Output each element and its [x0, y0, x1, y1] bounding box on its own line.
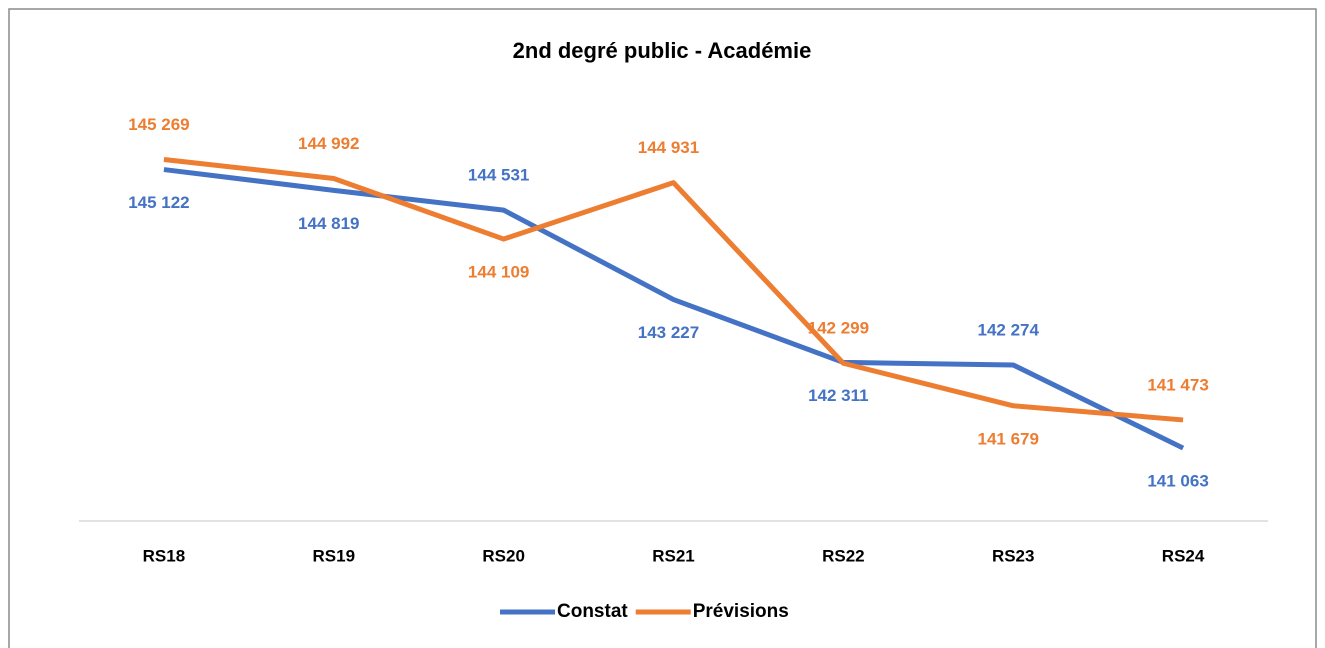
x-tick-label: RS24: [1162, 546, 1205, 565]
x-tick-label: RS20: [482, 546, 525, 565]
series-line: [163, 156, 1184, 423]
legend-label: Prévisions: [693, 601, 789, 622]
data-label: 143 227: [638, 323, 699, 342]
data-label: 144 931: [638, 138, 699, 157]
data-label: 145 122: [128, 193, 189, 212]
x-tick-label: RS18: [143, 546, 186, 565]
data-label: 144 531: [468, 166, 529, 185]
x-tick-label: RS21: [652, 546, 695, 565]
data-label: 144 819: [298, 214, 359, 233]
data-label: 141 679: [977, 429, 1038, 448]
data-label: 141 473: [1147, 375, 1208, 394]
legend-label: Constat: [557, 601, 628, 622]
data-label: 142 274: [977, 320, 1039, 339]
data-label: 144 992: [298, 134, 359, 153]
x-tick-label: RS19: [313, 546, 356, 565]
x-tick-label: RS23: [992, 546, 1035, 565]
data-label: 145 269: [128, 115, 189, 134]
x-tick-label: RS22: [822, 546, 865, 565]
chart-frame: [8, 8, 1317, 648]
data-label: 142 311: [808, 386, 869, 405]
series-line: [163, 167, 1185, 451]
data-label: 141 063: [1147, 472, 1208, 491]
data-label: 144 109: [468, 263, 529, 282]
data-label: 142 299: [808, 319, 869, 338]
chart-title: 2nd degré public - Académie: [513, 38, 812, 63]
